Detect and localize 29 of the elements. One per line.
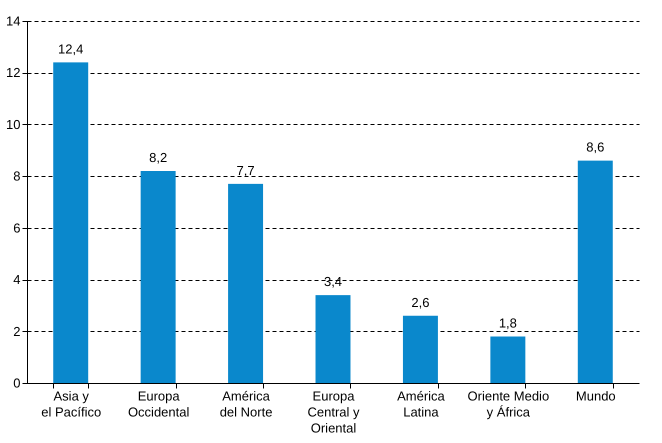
y-tick-label: 2 <box>13 324 20 339</box>
data-label: 1,8 <box>498 315 517 330</box>
y-tick-label: 14 <box>6 14 20 28</box>
x-tick-label: Asia y el Pacífico <box>41 388 102 420</box>
y-tick-label: 10 <box>6 116 20 132</box>
bar <box>53 62 88 383</box>
y-tick-label: 6 <box>13 220 20 236</box>
y-tick-label: 0 <box>13 376 20 390</box>
data-label: 2,6 <box>411 294 430 310</box>
bar <box>228 184 264 383</box>
bar <box>316 295 350 383</box>
bar <box>578 160 613 383</box>
x-tick-label: América del Norte <box>220 388 272 420</box>
y-tick-label: 8 <box>13 168 20 184</box>
data-label: 8,2 <box>149 150 168 165</box>
x-tick-label: Europa Central y Oriental <box>307 388 360 436</box>
y-tick-label: 4 <box>13 272 20 288</box>
x-tick-label: Mundo <box>576 388 616 404</box>
bar <box>402 316 438 383</box>
y-tick-label: 12 <box>6 65 20 80</box>
x-tick-label: Oriente Medio y África <box>468 388 550 420</box>
x-tick-label: Europa Occidental <box>128 388 190 420</box>
bar <box>490 336 526 383</box>
x-tick-label: América Latina <box>397 388 446 420</box>
data-label: 7,7 <box>236 162 255 178</box>
bar <box>140 170 176 383</box>
data-label: 12,4 <box>58 41 84 56</box>
data-label: 3,4 <box>324 274 342 290</box>
data-label: 8,6 <box>586 140 604 155</box>
